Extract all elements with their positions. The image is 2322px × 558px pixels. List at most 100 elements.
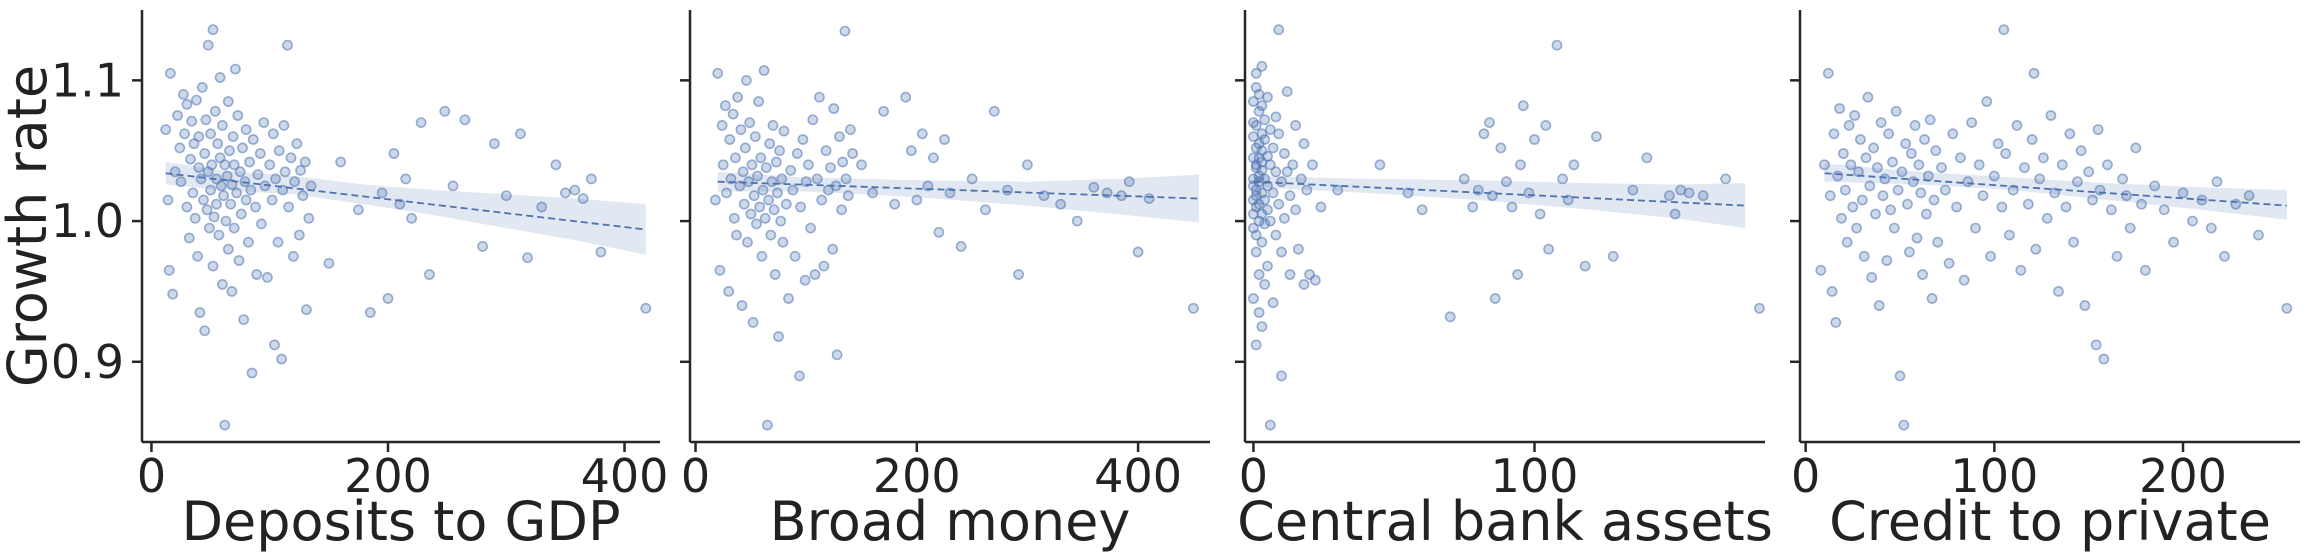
scatter-point [2090, 339, 2102, 351]
scatter-point [746, 159, 758, 171]
scatter-point [215, 180, 227, 192]
scatter-point [164, 67, 176, 79]
scatter-point [2124, 222, 2136, 234]
scatter-point [1904, 246, 1915, 258]
scatter-point [764, 138, 776, 150]
scatter-point [2117, 173, 2128, 185]
scatter-point [1936, 162, 1947, 173]
scatter-point [1873, 300, 1885, 311]
scatter-point [2079, 300, 2091, 311]
scatter-point [227, 131, 239, 142]
scatter-point [2281, 302, 2293, 314]
scatter-point [1284, 269, 1296, 280]
scatter-point [816, 194, 828, 206]
scatter-point [1517, 100, 1529, 112]
scatter-point [1669, 208, 1681, 220]
scatter-point [1872, 162, 1883, 173]
scatter-point [2083, 166, 2095, 178]
scatter-point [789, 250, 801, 262]
scatter-point [839, 25, 851, 37]
scatter-point [1276, 176, 1287, 188]
scatter-point [856, 159, 867, 171]
scatter-point [834, 131, 845, 142]
scatter-point [1264, 159, 1276, 171]
scatter-point [1256, 236, 1268, 248]
scatter-point [724, 134, 736, 145]
scatter-point [352, 204, 364, 216]
scatter-point [1951, 201, 1962, 213]
scatter-point [175, 176, 187, 188]
scatter-point [1973, 159, 1985, 171]
x-tick-label: 200 [344, 449, 432, 503]
scatter-point [1847, 201, 1859, 213]
scatter-point [737, 166, 749, 178]
scatter-point [1143, 193, 1155, 204]
scatter-point [825, 162, 836, 173]
scatter-point [1484, 117, 1495, 128]
scatter-point [1896, 166, 1908, 178]
scatter-point [240, 194, 252, 206]
scatter-point [1259, 114, 1271, 126]
scatter-point [270, 173, 281, 185]
scatter-point [842, 190, 854, 202]
scatter-point [1253, 269, 1265, 280]
scatter-point [739, 142, 751, 154]
scatter-point [2087, 194, 2098, 206]
confidence-band [1253, 176, 1746, 229]
scatter-point [728, 212, 740, 224]
scatter-point [266, 194, 278, 206]
scatter-point [234, 166, 246, 178]
scatter-point [1683, 187, 1695, 199]
scatter-point [1253, 105, 1265, 117]
scatter-point [1489, 293, 1501, 304]
scatter-point [1276, 246, 1287, 258]
scatter-point [1932, 236, 1944, 248]
confidence-band [717, 171, 1199, 223]
scatter-point [222, 96, 234, 107]
scatter-point [760, 162, 772, 173]
scatter-point [2102, 159, 2113, 171]
scatter-point [1543, 243, 1554, 255]
scatter-point [1905, 148, 1917, 159]
scatter-point [291, 138, 303, 150]
scatter-point [1970, 222, 1981, 234]
scatter-point [273, 145, 285, 157]
scatter-point [1273, 198, 1285, 210]
scatter-point [1262, 180, 1273, 192]
scatter-point [160, 124, 172, 136]
scatter-point [477, 240, 488, 252]
scatter-point [1627, 184, 1639, 196]
scatter-point [791, 148, 803, 159]
scatter-point [194, 307, 206, 318]
scatter-point [837, 156, 849, 168]
scatter-point [192, 250, 203, 262]
scatter-point [1515, 159, 1526, 171]
scatter-point [758, 65, 770, 76]
scatter-point [710, 194, 721, 206]
scatter-point [208, 211, 220, 223]
scatter-point [723, 285, 735, 297]
scatter-point [500, 190, 512, 202]
scatter-point [233, 255, 245, 266]
scatter-point [226, 179, 238, 190]
scatter-point [780, 198, 792, 210]
x-axis-label: Broad money [770, 490, 1131, 553]
scatter-point [226, 285, 238, 297]
scatter-point [1836, 212, 1847, 224]
scatter-point [272, 236, 284, 248]
scatter-point [878, 105, 889, 117]
scatter-point [251, 269, 263, 280]
scatter-point [207, 24, 219, 36]
scatter-point [1495, 142, 1507, 154]
scatter-point [1287, 159, 1299, 171]
scatter-point [1293, 243, 1304, 255]
scatter-point [220, 215, 232, 227]
scatter-point [2205, 222, 2217, 234]
scatter-point [1301, 184, 1313, 196]
scatter-point [1917, 269, 1928, 280]
scatter-point [388, 148, 400, 159]
scatter-point [1579, 260, 1591, 272]
scatter-point [1843, 120, 1855, 131]
scatter-point [1911, 232, 1923, 244]
scatter-point [1281, 86, 1293, 97]
